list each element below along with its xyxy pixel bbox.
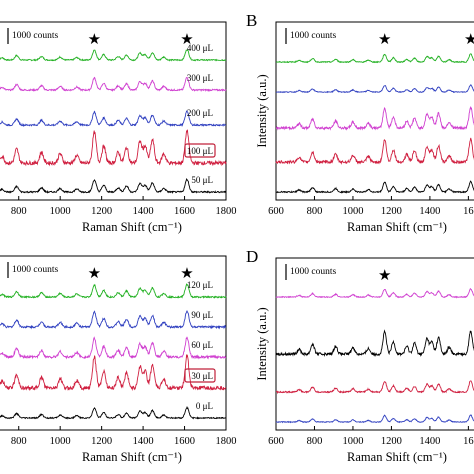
spectrum-line [0,336,227,360]
chart-panel-b: 600 800 1000 1200 1400 16 Raman Shift (cm⁻¹) In… [246,11,474,234]
spectrum-line [0,110,227,128]
plot-frame [275,257,474,431]
x-tick-label: 1000 [50,206,71,217]
x-tick-label: 1200 [91,436,112,447]
x-tick-label: 16 [463,436,474,447]
series-label: 30 μL [191,371,213,381]
x-tick-label: 800 [11,206,27,217]
x-axis-label: Raman Shift (cm⁻¹) [347,220,447,234]
y-axis-label: Intensity (a.u.) [255,74,269,147]
panel-letter: D [246,247,258,266]
peak-marker-star: ★ [88,266,101,282]
x-tick-label: 1000 [342,436,363,447]
x-tick-label: 600 [268,436,284,447]
spectrum-line [275,329,474,358]
spectrum-line [275,380,474,395]
series-label: 90 μL [191,310,213,320]
x-tick-label: 1000 [50,436,71,447]
x-tick-label: 1200 [381,436,402,447]
spectrum-line [0,129,227,167]
spectrum-line [275,137,474,165]
spectrum-line [0,76,227,93]
scale-bar-label: 1000 counts [290,31,336,41]
plot-frame [0,21,227,201]
scale-bar-label: 1000 counts [12,265,58,275]
x-tick-label: 800 [307,206,323,217]
series-label: 400 μL [187,43,213,53]
scale-bar-label: 1000 counts [290,267,336,277]
plot-frame [0,255,227,431]
peak-marker-star: ★ [180,32,193,48]
spectrum-line [0,283,227,299]
chart-panel-d: 600 800 1000 1200 1400 16 Raman Shift (cm⁻¹) In… [246,247,474,464]
chart-panel-c: 800 1000 1200 1400 1600 1800 Raman Shift (cm⁻¹… [0,255,237,464]
x-tick-label: 1200 [91,206,112,217]
spectrum-line [275,53,474,64]
y-axis-label: Intensity (a.u.) [255,307,269,380]
scale-bar-label: 1000 counts [12,31,58,41]
x-axis-label: Raman Shift (cm⁻¹) [82,450,182,464]
spectrum-line [275,180,474,194]
spectrum-line [0,49,227,62]
peak-marker-star: ★ [378,32,391,48]
x-tick-label: 1400 [133,206,154,217]
series-label: 100 μL [187,146,213,156]
spectrum-line [275,84,474,94]
spectrum-line [0,405,226,420]
spectrum-line [0,309,227,330]
series-label: 50 μL [191,175,213,185]
plot-frame [275,21,474,201]
x-tick-label: 1400 [419,206,440,217]
x-tick-label: 800 [307,436,323,447]
series-label: 200 μL [187,108,213,118]
panel-letter: B [246,11,257,30]
series-label-box [184,368,216,383]
x-axis-label: Raman Shift (cm⁻¹) [347,450,447,464]
peak-marker-star: ★ [378,268,391,284]
x-tick-label: 1000 [342,206,363,217]
series-label: 60 μL [191,340,213,350]
peak-marker-star: ★ [464,32,474,48]
series-label: 0 μL [196,401,213,411]
spectrum-line [275,105,474,131]
x-tick-label: 1200 [381,206,402,217]
peak-marker-star: ★ [180,266,193,282]
x-axis-label: Raman Shift (cm⁻¹) [82,220,182,234]
series-label: 120 μL [187,280,213,290]
chart-panel-a: 800 1000 1200 1400 1600 1800 Raman Shift (cm⁻¹… [0,21,237,234]
x-tick-label: 1600 [174,206,195,217]
x-tick-label: 1400 [133,436,154,447]
x-tick-label: 800 [11,436,27,447]
series-label: 300 μL [187,73,213,83]
peak-marker-star: ★ [88,32,101,48]
series-label-box [184,143,216,158]
x-tick-label: 1400 [419,436,440,447]
x-tick-label: 1800 [216,206,237,217]
x-tick-label: 1600 [174,436,195,447]
x-tick-label: 1800 [216,436,237,447]
spectrum-line [0,177,227,194]
spectrum-line [275,414,474,424]
x-tick-label: 16 [463,206,474,217]
x-tick-label: 600 [268,206,284,217]
spectrum-line [275,287,474,299]
spectrum-line [0,354,227,392]
